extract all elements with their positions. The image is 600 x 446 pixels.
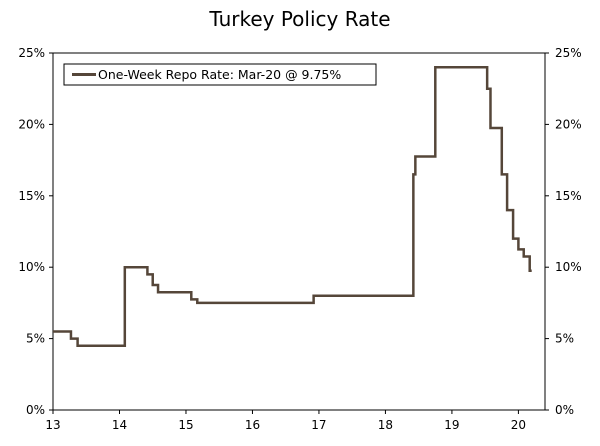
y-tick-label: 20% xyxy=(18,117,45,131)
legend: One-Week Repo Rate: Mar-20 @ 9.75% xyxy=(64,64,376,85)
y-tick-label-right: 0% xyxy=(555,403,574,417)
y-tick-label-right: 20% xyxy=(555,117,582,131)
y-tick-label: 15% xyxy=(18,189,45,203)
y-tick-label: 10% xyxy=(18,260,45,274)
y-tick-label: 0% xyxy=(26,403,45,417)
x-tick-label: 19 xyxy=(444,418,459,432)
y-tick-label-right: 5% xyxy=(555,332,574,346)
x-axis: 13 14 15 16 17 18 19 20 xyxy=(45,410,526,432)
x-tick-label: 18 xyxy=(378,418,393,432)
series-line xyxy=(53,67,532,345)
x-tick-label: 15 xyxy=(178,418,193,432)
x-tick-label: 14 xyxy=(112,418,127,432)
x-tick-label: 16 xyxy=(245,418,260,432)
y-tick-label: 5% xyxy=(26,332,45,346)
y-tick-label: 25% xyxy=(18,46,45,60)
chart-title: Turkey Policy Rate xyxy=(208,7,390,31)
legend-label: One-Week Repo Rate: Mar-20 @ 9.75% xyxy=(98,67,341,82)
x-tick-label: 17 xyxy=(311,418,326,432)
y-tick-label-right: 15% xyxy=(555,189,582,203)
series-layer xyxy=(53,67,532,345)
plot-frame xyxy=(53,53,545,410)
y-tick-label-right: 10% xyxy=(555,260,582,274)
y-axis-left: 0% 5% 10% 15% 20% 25% xyxy=(18,46,53,417)
x-tick-label: 13 xyxy=(45,418,60,432)
y-tick-label-right: 25% xyxy=(555,46,582,60)
y-axis-right: 0% 5% 10% 15% 20% 25% xyxy=(545,46,582,417)
x-tick-label: 20 xyxy=(511,418,526,432)
